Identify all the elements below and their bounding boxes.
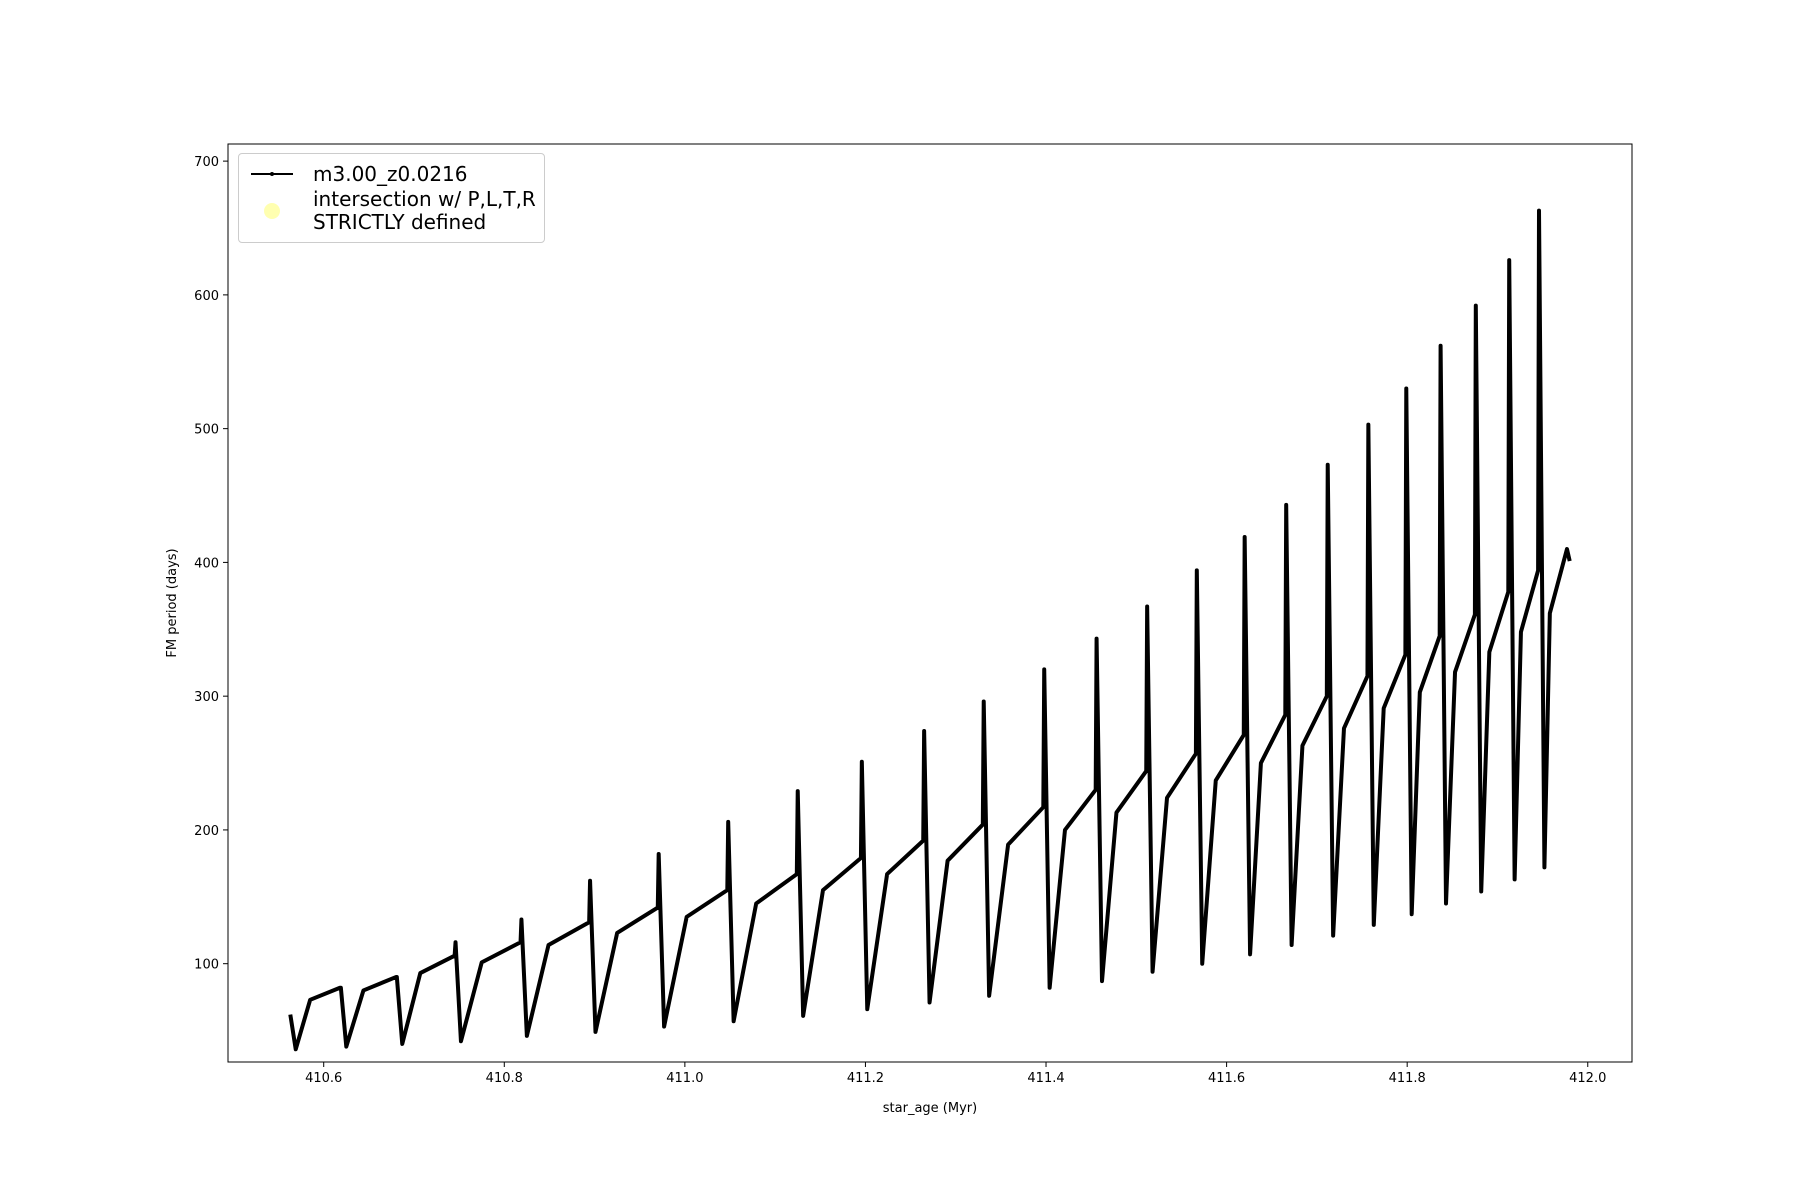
x-tick-label: 411.2 [847,1071,884,1086]
x-tick-label: 411.6 [1208,1071,1245,1086]
y-tick-label: 300 [194,690,219,705]
legend-label: intersection w/ P,L,T,R STRICTLY defined [313,187,536,234]
x-axis-label: star_age (Myr) [883,1101,977,1116]
plot-frame [227,143,1633,1063]
legend-marker [270,172,274,176]
x-tick-label: 411.0 [666,1071,703,1086]
y-tick-label: 100 [194,958,219,973]
y-tick-label: 700 [194,155,219,170]
x-tick-label: 411.4 [1027,1071,1064,1086]
x-tick-label: 410.8 [486,1071,523,1086]
legend-swatch [264,203,280,219]
legend-entry: intersection w/ P,L,T,R STRICTLY defined [247,188,536,234]
legend-label: m3.00_z0.0216 [313,161,468,186]
x-tick-label: 411.8 [1389,1071,1426,1086]
legend-entry: m3.00_z0.0216 [247,162,536,186]
y-tick-label: 400 [194,556,219,571]
x-tick-label: 412.0 [1569,1071,1606,1086]
y-axis-label: FM period (days) [165,548,180,657]
legend: m3.00_z0.0216 intersection w/ P,L,T,R STR… [238,153,545,243]
legend-swatch [251,172,293,176]
y-tick-label: 200 [194,824,219,839]
legend-marker [264,203,280,219]
y-tick-label: 500 [194,423,219,438]
x-tick-label: 410.6 [305,1071,342,1086]
y-tick-label: 600 [194,289,219,304]
data-line [288,208,1572,1052]
